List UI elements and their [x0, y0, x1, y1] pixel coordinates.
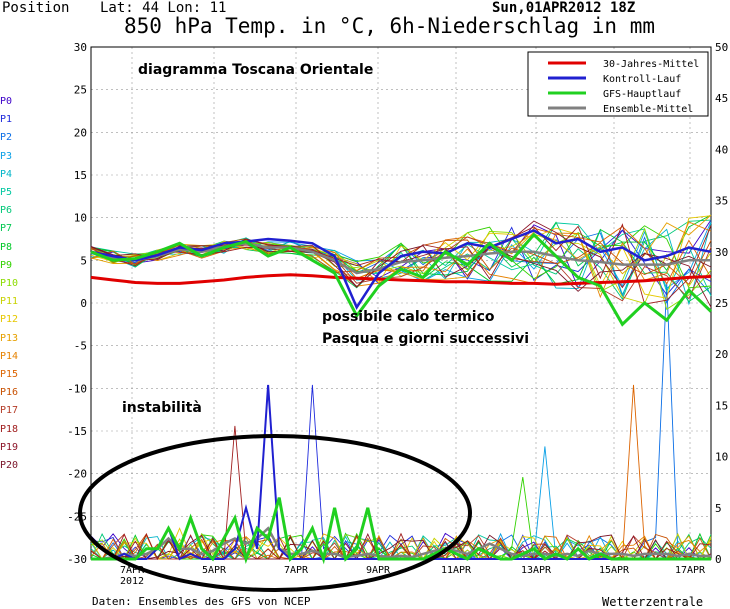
x-tick-label: 15APR — [599, 565, 630, 576]
member-label: P15 — [0, 369, 19, 380]
series-line — [90, 229, 712, 310]
x-tick-label: 11APR — [441, 565, 472, 576]
legend-label: GFS-Hauptlauf — [603, 89, 681, 100]
member-label: P17 — [0, 405, 19, 417]
y-right-tick-label: 50 — [715, 41, 728, 54]
member-label: P19 — [0, 441, 19, 453]
y-left-tick-label: -20 — [67, 468, 87, 481]
member-label: P16 — [0, 387, 19, 399]
y-left-tick-label: 20 — [74, 126, 87, 139]
member-label: P10 — [0, 278, 19, 289]
y-right-tick-label: 35 — [715, 195, 728, 208]
y-right-tick-label: 5 — [715, 502, 722, 515]
y-left-tick-label: -25 — [67, 510, 87, 523]
series-line — [90, 273, 712, 286]
legend-label: 30-Jahres-Mittel — [603, 59, 699, 70]
y-left-tick-label: 0 — [80, 297, 87, 310]
chart-legend: 30-Jahres-Mittel Kontroll-Lauf GFS-Hauptla… — [527, 51, 709, 117]
member-label: P3 — [0, 150, 13, 162]
x-tick-label: 5APR — [202, 565, 227, 576]
member-label: P20 — [0, 460, 19, 471]
precipitation-lines — [90, 282, 712, 565]
data-source: Daten: Ensembles des GFS von NCEP — [92, 595, 311, 608]
coordinates: Lat: 44 Lon: 11 — [100, 0, 227, 16]
y-left-tick-label: -10 — [67, 382, 87, 395]
cooling-annotation: possibile calo termico — [322, 309, 495, 325]
member-temp-line — [90, 236, 712, 302]
x-tick-label: 7APR — [284, 565, 309, 576]
y-right-tick-label: 45 — [715, 92, 728, 105]
member-label: P13 — [0, 332, 19, 344]
member-label: P8 — [0, 241, 13, 253]
legend-label: Ensemble-Mittel — [603, 104, 693, 115]
y-left-tick-label: 15 — [74, 169, 87, 182]
y-left-tick-label: -5 — [74, 340, 87, 353]
member-label: P9 — [0, 259, 13, 271]
precip-series-line — [91, 526, 711, 561]
y-right-tick-label: 10 — [715, 451, 728, 464]
member-label: P0 — [0, 96, 13, 107]
y-left-tick-label: 25 — [74, 84, 87, 97]
member-precip-line — [91, 534, 711, 560]
x-tick-label: 9APR — [366, 565, 391, 576]
y-right-tick-label: 25 — [715, 297, 728, 310]
member-label: P11 — [0, 296, 19, 308]
instability-annotation: instabilità — [122, 400, 202, 416]
member-label: P1 — [0, 114, 13, 126]
member-label: P4 — [0, 168, 13, 180]
run-datetime: Sun,01APR2012 18Z — [492, 0, 636, 16]
member-label: P12 — [0, 314, 19, 326]
y-right-tick-label: 20 — [715, 348, 728, 361]
x-tick-label: 2012 — [120, 576, 144, 587]
chart-title: 850 hPa Temp. in °C, 6h-Niederschlag in … — [124, 14, 656, 38]
member-precip-line — [91, 446, 712, 561]
member-label: P5 — [0, 187, 13, 198]
y-right-tick-label: 15 — [715, 399, 728, 412]
member-temp-line — [90, 214, 712, 280]
x-tick-label: 17APR — [675, 565, 706, 576]
member-label: P6 — [0, 205, 13, 217]
series-line — [90, 232, 713, 327]
member-temp-line — [90, 241, 712, 292]
easter-annotation: Pasqua e giorni successivi — [322, 331, 530, 347]
y-left-tick-label: 5 — [80, 254, 87, 267]
position-label: Position — [2, 0, 70, 16]
y-right-tick-label: 40 — [715, 143, 728, 156]
x-tick-label: 13APR — [521, 565, 552, 576]
y-left-tick-label: 30 — [74, 41, 87, 54]
member-label: P14 — [0, 350, 19, 362]
temperature-lines — [90, 214, 713, 327]
y-left-tick-label: 10 — [74, 212, 87, 225]
member-label: P2 — [0, 132, 13, 144]
legend-label: Kontroll-Lauf — [603, 74, 681, 85]
precip-series-line — [91, 497, 711, 565]
member-label: P18 — [0, 423, 19, 435]
region-annotation: diagramma Toscana Orientale — [138, 62, 374, 78]
member-label: P7 — [0, 223, 13, 235]
y-right-tick-label: 30 — [715, 246, 728, 259]
brand: Wetterzentrale — [602, 595, 704, 609]
chart-grid — [91, 46, 711, 560]
y-left-tick-label: -15 — [67, 425, 87, 438]
y-left-tick-label: -30 — [67, 553, 87, 566]
x-tick-label: 7APR — [120, 565, 145, 576]
y-right-tick-label: 0 — [715, 553, 722, 566]
instability-ellipse — [78, 434, 472, 592]
